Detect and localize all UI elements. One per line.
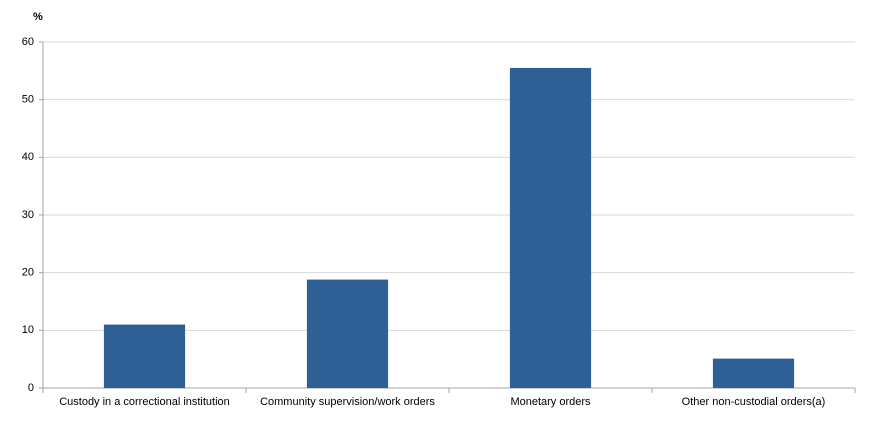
y-tick-label: 50 <box>22 94 34 106</box>
x-tick-label: Community supervision/work orders <box>260 396 435 408</box>
x-tick-label: Custody in a correctional institution <box>59 396 230 408</box>
bar <box>712 358 795 388</box>
y-tick-label: 10 <box>22 324 34 336</box>
x-tick-label: Other non-custodial orders(a) <box>682 396 826 408</box>
y-tick-label: 30 <box>22 209 34 221</box>
y-axis-label: % <box>33 11 43 23</box>
y-tick-label: 60 <box>22 36 34 48</box>
y-tick-label: 0 <box>28 382 34 394</box>
y-tick-label: 40 <box>22 151 34 163</box>
x-tick-label: Monetary orders <box>510 396 591 408</box>
bar <box>103 324 186 388</box>
y-tick-label: 20 <box>22 267 34 279</box>
bar <box>306 279 389 388</box>
bar <box>509 67 592 388</box>
